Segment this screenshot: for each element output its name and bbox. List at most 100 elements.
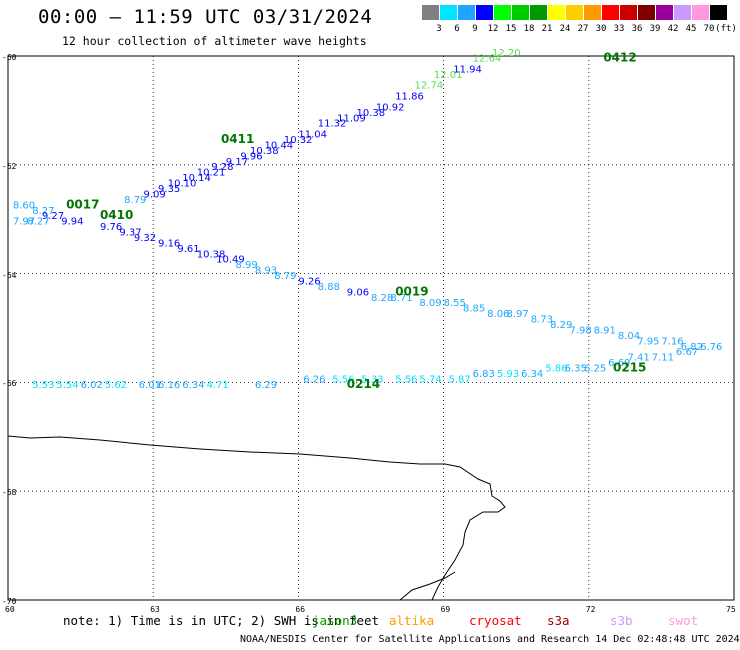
legend-swatch — [566, 5, 583, 20]
wave-height-value: 8.71 — [390, 293, 412, 304]
wave-height-value: 8.93 — [255, 266, 277, 277]
legend-label: 21 — [541, 24, 553, 34]
satellite-swot: swot — [668, 613, 699, 628]
legend-swatch — [638, 5, 655, 20]
wave-height-value: 10.14 — [182, 173, 211, 184]
track-0411: 8.799.099.3510.1010.1410.219.289.179.961… — [124, 48, 520, 206]
wave-height-value: 12.20 — [492, 48, 521, 59]
chart-subtitle: 12 hour collection of altimeter wave hei… — [62, 34, 367, 48]
wave-height-value: 9.17 — [226, 157, 248, 168]
pass-time-label: 0410 — [100, 208, 133, 222]
wave-height-value: 11.94 — [453, 64, 482, 75]
wave-height-value: 6.69 — [608, 358, 630, 369]
wave-height-value: 5.87 — [448, 374, 470, 385]
wave-height-value: 8.88 — [318, 282, 340, 293]
satellite-s3a: s3a — [547, 613, 570, 628]
wave-height-value: 11.04 — [298, 130, 327, 141]
wave-height-value: 8.55 — [444, 298, 466, 309]
note-text: note: 1) Time is in UTC; 2) SWH is in fe… — [63, 613, 380, 628]
wave-height-value: 8.91 — [594, 325, 616, 336]
wave-height-value: 8.06 — [487, 309, 509, 320]
grid-lines — [7, 55, 735, 601]
wave-height-value: 8.04 — [618, 331, 640, 342]
wave-height-value: 5.86 — [545, 364, 567, 375]
wave-height-value: 5.56 — [332, 374, 354, 385]
wave-height-value: 6.26 — [303, 374, 325, 385]
wave-height-value: 12.64 — [473, 53, 502, 64]
wave-height-value: 8.85 — [463, 304, 485, 315]
lon-tick-label: 66 — [295, 605, 306, 614]
wave-height-value: 8.27 — [32, 206, 54, 217]
wave-height-value: 11.09 — [337, 113, 366, 124]
legend-label: 39 — [649, 24, 661, 34]
wave-height-value: 6.34 — [521, 369, 543, 380]
wave-height-value: 6.02 — [81, 380, 103, 391]
wave-height-value: 6.82 — [681, 342, 703, 353]
legend-label: 24 — [559, 24, 571, 34]
legend-label: 15 — [505, 24, 517, 34]
wave-height-value: 9.61 — [177, 244, 199, 255]
track-0215: 5.53 5.54 6.02 5.62 6.016.16 6.34 4.71 6.29 6.26… — [32, 347, 698, 391]
lat-tick-label: -60 — [2, 53, 17, 62]
wave-height-value: 6.16 — [158, 380, 180, 391]
wave-height-value: 8.60 — [13, 200, 35, 211]
legend-label: 70 — [703, 24, 715, 34]
wave-height-value: 9.35 — [158, 184, 180, 195]
coastline-east — [399, 571, 456, 601]
legend-label: 6 — [454, 24, 460, 34]
wave-height-value: 9.37 — [119, 228, 141, 239]
legend-swatch — [440, 5, 457, 20]
legend-swatch — [620, 5, 637, 20]
wave-height-value: 10.38 — [250, 146, 279, 157]
wave-height-value: 8.09 — [419, 298, 441, 309]
wave-height-value: 5.53 — [32, 380, 54, 391]
map-frame — [7, 55, 735, 601]
legend-swatch — [692, 5, 709, 20]
legend-label: 45 — [685, 24, 697, 34]
legend-label: 42 — [667, 24, 679, 34]
lat-tick-label: -62 — [2, 161, 17, 171]
pass-time-label: 0412 — [603, 50, 636, 64]
coastline — [7, 435, 506, 601]
wave-height-value: 10.38 — [356, 108, 385, 119]
wave-height-value: 8.99 — [235, 260, 257, 271]
legend-label: 27 — [577, 24, 589, 34]
wave-height-value: 9.16 — [158, 238, 180, 249]
wave-height-value: 11.32 — [318, 119, 347, 130]
wave-height-value: 10.92 — [376, 102, 405, 113]
legend-label: 9 — [472, 24, 478, 34]
legend-label: 30 — [595, 24, 607, 34]
pass-time-label: 0019 — [395, 284, 428, 298]
lat-tick-label: -70 — [2, 597, 17, 606]
pass-time-label: 0215 — [613, 361, 646, 375]
wave-height-value: 6.01 — [139, 380, 161, 391]
wave-height-value: 10.38 — [197, 249, 226, 260]
wave-height-value: 10.21 — [197, 168, 226, 179]
wave-height-value: 7.41 — [628, 353, 650, 364]
lon-tick-label: 75 — [726, 605, 736, 614]
wave-height-value: 5.93 — [497, 369, 519, 380]
wave-height-value: 8.79 — [124, 195, 146, 206]
satellite-jason3: jason3 — [312, 613, 358, 628]
wave-height-value: 7.98 — [569, 325, 591, 336]
legend-swatch — [584, 5, 601, 20]
wave-height-value: 9.06 — [347, 287, 369, 298]
wave-height-value: 8.28 — [371, 293, 393, 304]
wave-height-value: 7.97 — [13, 217, 35, 228]
lon-tick-label: 63 — [150, 605, 160, 614]
legend-swatch — [548, 5, 565, 20]
pass-time-label: 0017 — [66, 197, 99, 211]
wave-height-value: 10.10 — [168, 179, 197, 190]
wave-height-value: 9.94 — [61, 217, 83, 228]
wave-height-value: 5.74 — [419, 374, 441, 385]
lat-tick-label: -64 — [2, 270, 17, 280]
wave-height-value: 9.28 — [211, 162, 233, 173]
wave-height-value: 9.27 — [42, 211, 64, 222]
lon-tick-label: 72 — [585, 605, 596, 614]
chart-title: 00:00 – 11:59 UTC 03/31/2024 — [38, 6, 373, 28]
legend-swatch — [674, 5, 691, 20]
wave-height-value: 5.56 — [395, 374, 417, 385]
wave-height-value: 7.11 — [652, 353, 674, 364]
wave-height-value: 7.16 — [661, 336, 683, 347]
wave-height-value: 8.29 — [550, 320, 572, 331]
